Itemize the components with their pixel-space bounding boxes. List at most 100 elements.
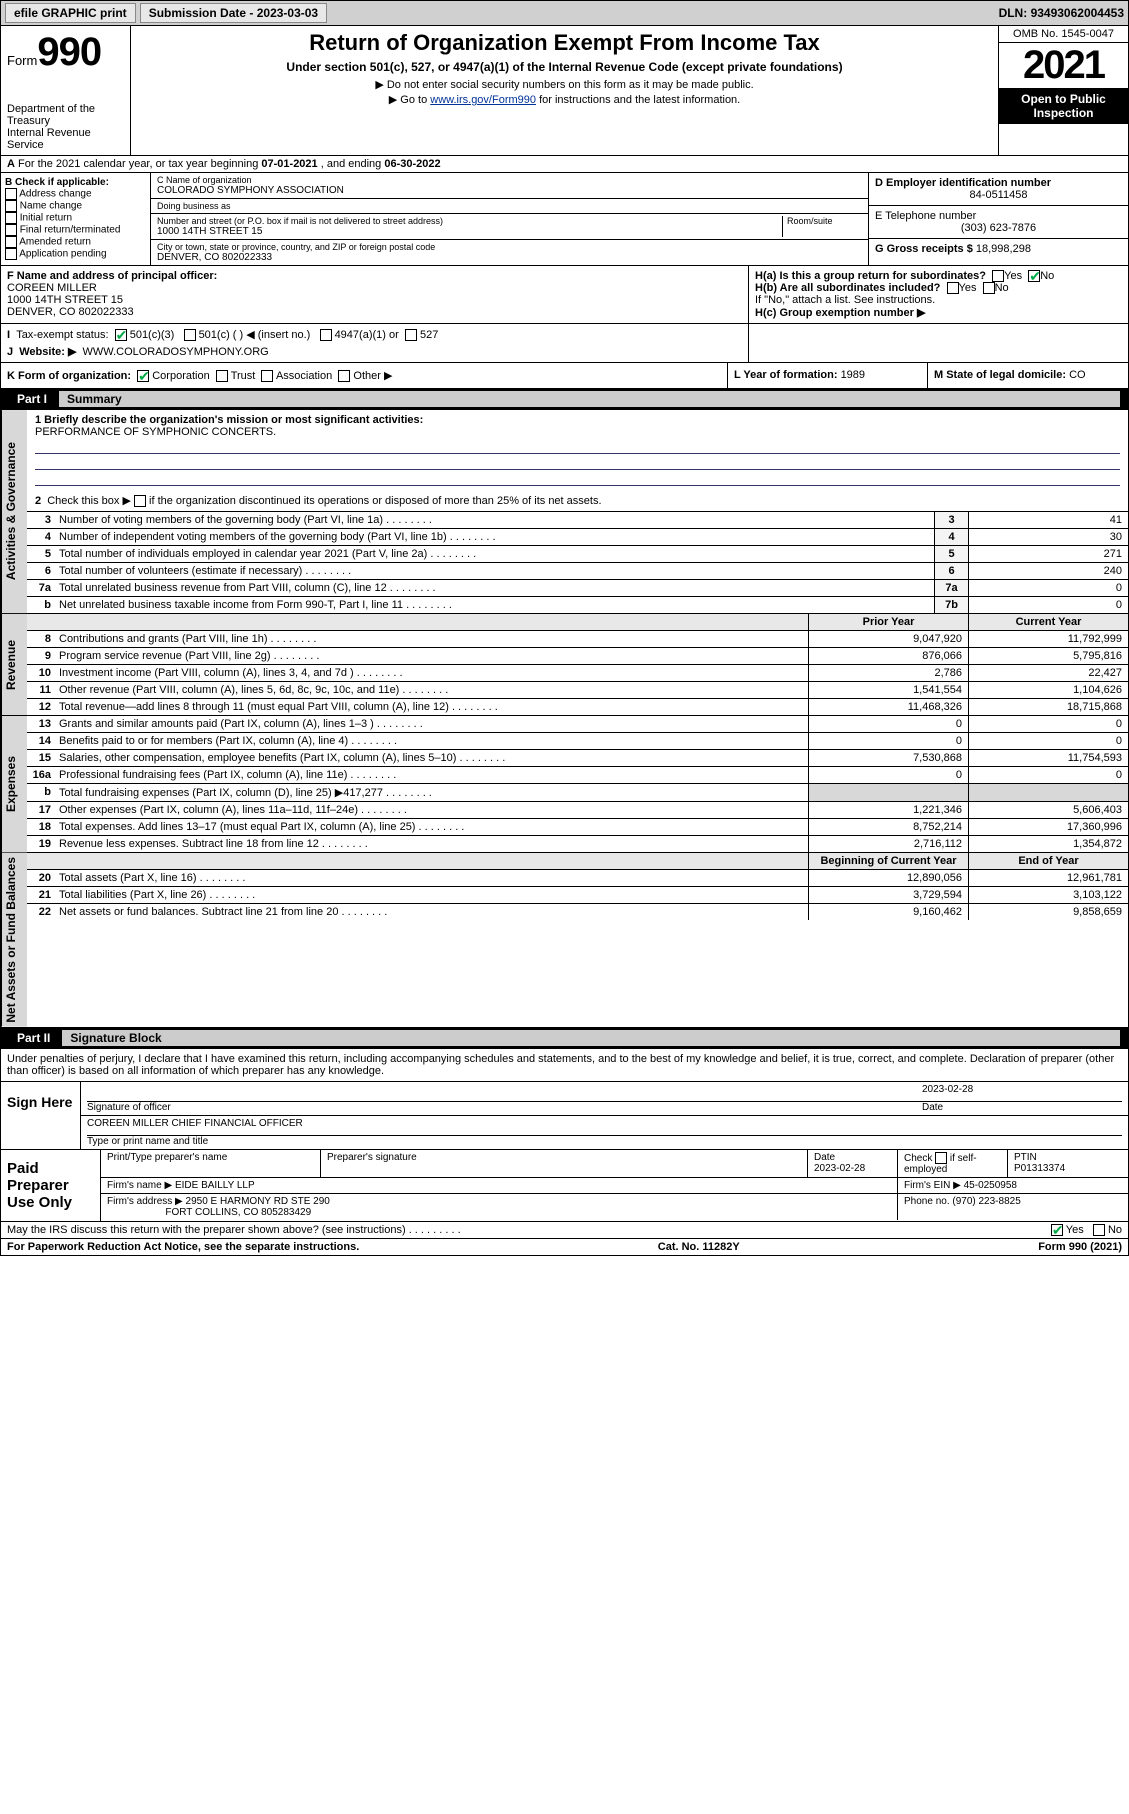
omb-number: OMB No. 1545-0047 [999,26,1128,43]
section-net-assets: Net Assets or Fund Balances Beginning of… [0,853,1129,1028]
discuss-q: May the IRS discuss this return with the… [7,1224,406,1236]
line2-discontinued: 2 Check this box ▶ if the organization d… [35,494,1120,507]
discuss-row: May the IRS discuss this return with the… [0,1222,1129,1239]
year-formation: 1989 [841,369,865,381]
org-name: COLORADO SYMPHONY ASSOCIATION [157,185,862,196]
opt-other: Other ▶ [353,370,392,382]
cb-4947[interactable] [320,329,332,341]
section-governance: Activities & Governance 1 Briefly descri… [0,410,1129,614]
row-ij: I Tax-exempt status: 501(c)(3) 501(c) ( … [0,324,1129,363]
cb-hb-yes[interactable] [947,282,959,294]
cb-527[interactable] [405,329,417,341]
footer-right: Form 990 (2021) [1038,1241,1122,1253]
firm-phone-label: Phone no. [904,1196,952,1207]
officer-name-label: Type or print name and title [87,1136,1122,1147]
efile-print-button[interactable]: efile GRAPHIC print [5,3,136,23]
table-row: 9Program service revenue (Part VIII, lin… [27,648,1128,665]
sign-date-label: Date [922,1102,1122,1113]
sign-here-label: Sign Here [1,1082,81,1149]
opt-corp: Corporation [152,370,209,382]
sign-here-block: Sign Here Signature of officer 2023-02-2… [0,1082,1129,1150]
officer-addr2: DENVER, CO 802022333 [7,306,134,318]
lbl-no: No [1040,270,1054,282]
cb-application-pending[interactable] [5,248,17,260]
lbl-amended-return: Amended return [19,237,91,248]
part1-label: Summary [59,391,1120,407]
cb-discuss-yes[interactable] [1051,1224,1063,1236]
opt-501c: 501(c) ( ) ◀ (insert no.) [199,329,311,341]
phone-label: E Telephone number [875,210,1122,222]
form-subtitle: Under section 501(c), 527, or 4947(a)(1)… [139,60,990,74]
firm-ein-label: Firm's EIN ▶ [904,1180,961,1191]
table-row: 22Net assets or fund balances. Subtract … [27,904,1128,920]
dln: DLN: 93493062004453 [999,6,1124,20]
lbl-address-change: Address change [19,189,91,200]
table-row: 10Investment income (Part VIII, column (… [27,665,1128,682]
rowa-begin: 07-01-2021 [261,158,317,170]
form-number: 990 [37,30,101,74]
colb-header: B Check if applicable: [5,177,146,188]
topbar: efile GRAPHIC print Submission Date - 20… [0,0,1129,26]
room-label: Room/suite [787,216,862,226]
part1-tab: Part I [9,391,55,407]
cb-ha-yes[interactable] [992,270,1004,282]
cb-other[interactable] [338,370,350,382]
cb-501c[interactable] [184,329,196,341]
rowa-pre: For the 2021 calendar year, or tax year … [18,158,261,170]
firm-phone: (970) 223-8825 [952,1196,1020,1207]
vtab-expenses: Expenses [1,716,27,852]
mission-block: 1 Briefly describe the organization's mi… [27,410,1128,512]
table-row: bNet unrelated business taxable income f… [27,597,1128,613]
cb-assoc[interactable] [261,370,273,382]
org-name-label: C Name of organization [157,175,862,185]
cb-amended-return[interactable] [5,236,17,248]
irs-link[interactable]: www.irs.gov/Form990 [430,94,536,106]
cb-trust[interactable] [216,370,228,382]
note2-post: for instructions and the latest informat… [536,94,740,106]
ptin-label: PTIN [1014,1152,1037,1163]
hc-label: H(c) Group exemption number ▶ [755,307,925,319]
ha-label: H(a) Is this a group return for subordin… [755,270,986,282]
discuss-yes: Yes [1066,1224,1084,1236]
submission-date: 2023-03-03 [257,6,318,20]
cb-discontinued[interactable] [134,495,146,507]
cb-discuss-no[interactable] [1093,1224,1105,1236]
hb-label: H(b) Are all subordinates included? [755,282,940,294]
paid-preparer-label: Paid Preparer Use Only [1,1150,101,1221]
col-c-org-info: C Name of organization COLORADO SYMPHONY… [151,173,868,265]
gross-receipts-value: 18,998,298 [976,243,1031,255]
dln-value: 93493062004453 [1031,6,1124,20]
cb-501c3[interactable] [115,329,127,341]
vtab-governance: Activities & Governance [1,410,27,613]
prep-name-label: Print/Type preparer's name [101,1150,321,1177]
firm-ein: 45-0250958 [964,1180,1017,1191]
lbl-application-pending: Application pending [19,249,106,260]
section-revenue: Revenue Prior Year Current Year 8Contrib… [0,614,1129,716]
submission-date-button[interactable]: Submission Date - 2023-03-03 [140,3,327,23]
table-row: 20Total assets (Part X, line 16)12,890,0… [27,870,1128,887]
cb-corp[interactable] [137,370,149,382]
officer-name: COREEN MILLER [7,282,97,294]
cb-name-change[interactable] [5,200,17,212]
opt-assoc: Association [276,370,332,382]
cb-self-employed[interactable] [935,1152,947,1164]
ptin-value: P01313374 [1014,1163,1065,1174]
prep-sig-label: Preparer's signature [321,1150,808,1177]
table-row: 15Salaries, other compensation, employee… [27,750,1128,767]
part2-tab: Part II [9,1030,58,1046]
cb-ha-no[interactable] [1028,270,1040,282]
officer-addr1: 1000 14TH STREET 15 [7,294,123,306]
cb-initial-return[interactable] [5,212,17,224]
cb-hb-no[interactable] [983,282,995,294]
ein-label: D Employer identification number [875,177,1051,189]
sig-officer-label: Signature of officer [87,1102,922,1113]
cb-address-change[interactable] [5,188,17,200]
submission-label: Submission Date - [149,6,257,20]
footer-mid: Cat. No. 11282Y [658,1241,740,1253]
part1-header: Part I Summary [0,389,1129,410]
table-row: 13Grants and similar amounts paid (Part … [27,716,1128,733]
cb-final-return[interactable] [5,224,17,236]
hdr-current-year: Current Year [968,614,1128,630]
hb-note: If "No," attach a list. See instructions… [755,294,1122,306]
page-footer: For Paperwork Reduction Act Notice, see … [0,1239,1129,1256]
